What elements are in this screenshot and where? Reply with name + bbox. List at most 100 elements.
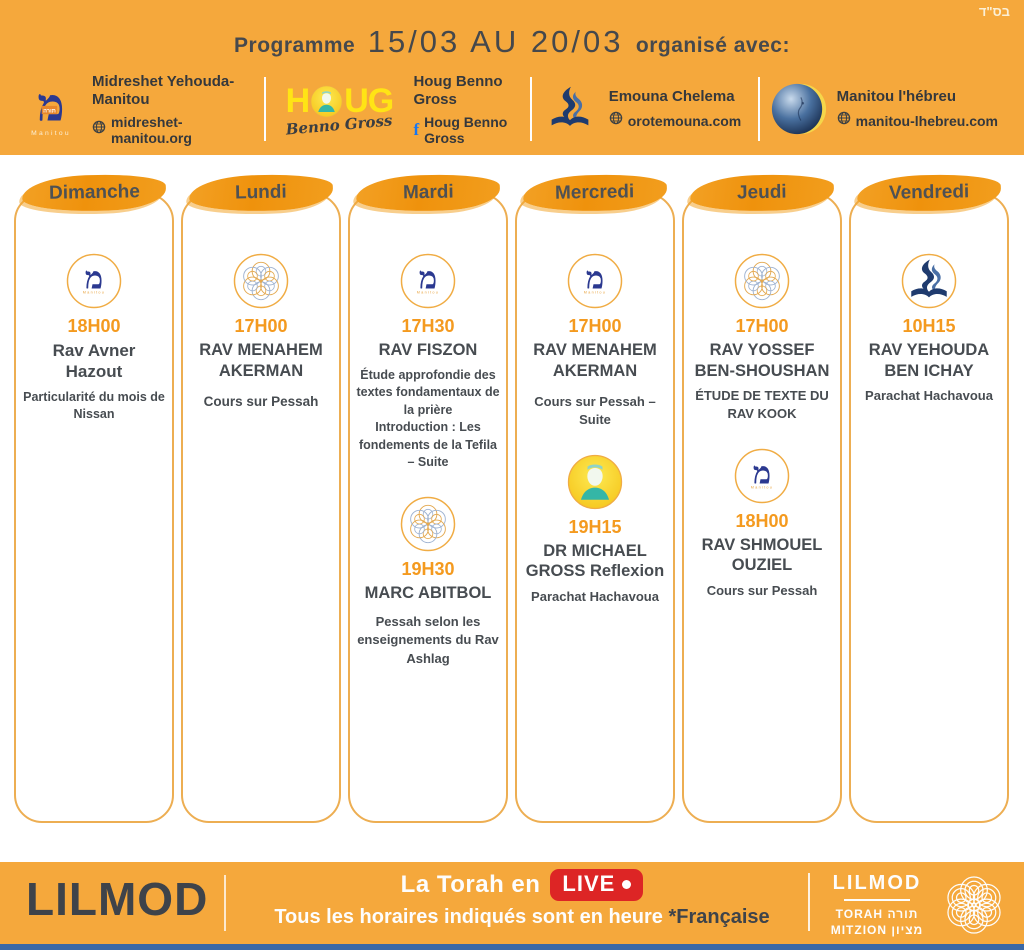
partner-emouna: Emouna Chelema orotemouna.com xyxy=(541,78,749,140)
svg-text:Manitou: Manitou xyxy=(417,291,439,295)
footer-center: La Torah en LIVE Tous les horaires indiq… xyxy=(244,869,800,929)
flower-of-life-icon xyxy=(936,867,1012,943)
event-speaker: RAV MENAHEM AKERMAN xyxy=(199,341,323,380)
title-prefix: Programme xyxy=(234,34,356,57)
note-white: Tous les horaires indiqués sont en heure xyxy=(274,906,669,928)
event-speaker: MARC ABITBOL xyxy=(364,583,492,602)
day-card: מ יהודה Manitou 18H00 Rav Avner Hazout Pa… xyxy=(14,193,174,823)
flower-logo-icon xyxy=(400,496,456,552)
event-desc: Cours sur Pessah xyxy=(203,394,319,410)
lilmod-brand: LILMOD xyxy=(26,873,209,925)
event-item: 19H30 MARC ABITBOL Pessah selon les ense… xyxy=(356,496,500,668)
svg-text:יהודה: יהודה xyxy=(93,284,101,288)
event-item: 17H00 RAV MENAHEM AKERMAN Cours sur Pess… xyxy=(189,253,333,412)
footer-logo-line1: TORAH תורה xyxy=(835,906,919,921)
svg-text:Manitou: Manitou xyxy=(751,485,773,489)
day-column-mercredi: Mercredi מ יהודה Manitou 17H00 RAV MENAHE… xyxy=(515,172,675,823)
midreshet-logo-icon: מ יהודה Manitou xyxy=(400,253,456,309)
event-speaker: RAV SHMOUEL OUZIEL xyxy=(701,535,823,575)
event-item: 19H15 DR MICHAEL GROSS Reflexion Paracha… xyxy=(523,454,667,606)
event-item: מ יהודה Manitou 17H00 RAV MENAHEM AKERMAN… xyxy=(523,253,667,430)
svg-text:מ: מ xyxy=(753,455,771,491)
event-time: 19H30 xyxy=(401,558,455,579)
flower-logo-icon xyxy=(233,253,289,309)
event-item: מ יהודה Manitou 18H00 Rav Avner Hazout Pa… xyxy=(22,253,166,424)
day-card: מ יהודה Manitou 17H30 RAV FISZON Étude ap… xyxy=(348,193,508,823)
svg-text:תורה: תורה xyxy=(43,108,56,114)
manitou-sphere-icon xyxy=(769,80,827,138)
event-speaker: Rav Avner Hazout xyxy=(52,341,136,382)
event-time: 19H15 xyxy=(568,516,622,537)
svg-text:Manitou: Manitou xyxy=(83,291,105,295)
schedule-note: Tous les horaires indiqués sont en heure… xyxy=(244,906,800,929)
divider xyxy=(529,77,532,141)
event-item: מ יהודה Manitou 17H30 RAV FISZON Étude ap… xyxy=(356,253,500,472)
houg-letters-ug: UG xyxy=(344,82,394,120)
day-column-vendredi: Vendredi 10H15 RAV YEHOUDA BEN ICHAY Par… xyxy=(849,172,1009,823)
partner-name: Midreshet Yehouda-Manitou xyxy=(92,72,235,108)
event-desc: Cours sur Pessah – Suite xyxy=(534,394,656,428)
day-card: מ יהודה Manitou 17H00 RAV MENAHEM AKERMAN… xyxy=(515,193,675,823)
day-card: 17H00 RAV MENAHEM AKERMAN Cours sur Pess… xyxy=(181,193,341,823)
partner-manitou-hebreu: Manitou l'hébreu manitou-lhebreu.com xyxy=(769,80,1010,138)
globe-icon xyxy=(837,111,851,130)
note-dark: *Française xyxy=(668,906,770,928)
event-desc: Étude approfondie des textes fondamentau… xyxy=(356,367,500,470)
day-column-mardi: Mardi מ יהודה Manitou 17H30 RAV FISZON Ét… xyxy=(348,172,508,823)
emouna-logo-icon xyxy=(541,78,599,140)
event-desc: Parachat Hachavoua xyxy=(865,388,993,404)
event-desc: Parachat Hachavoua xyxy=(531,588,659,604)
emouna-logo-icon xyxy=(901,253,957,309)
divider xyxy=(264,77,267,141)
event-item: מ יהודה Manitou 18H00 RAV SHMOUEL OUZIEL … xyxy=(690,448,834,600)
bottom-blue-strip xyxy=(0,944,1024,950)
event-speaker: RAV MENAHEM AKERMAN xyxy=(533,341,657,380)
event-item: 10H15 RAV YEHOUDA BEN ICHAY Parachat Hac… xyxy=(857,253,1001,405)
day-label: Vendredi xyxy=(888,181,970,204)
partner-site: manitou-lhebreu.com xyxy=(855,112,999,129)
day-label: Mercredi xyxy=(555,181,635,204)
svg-text:Manitou: Manitou xyxy=(31,130,71,137)
globe-icon xyxy=(92,120,106,139)
event-time: 18H00 xyxy=(735,510,789,531)
tagline-text: La Torah en xyxy=(400,871,541,898)
day-label: Dimanche xyxy=(48,181,140,204)
midreshet-logo-icon: מ יהודה Manitou xyxy=(66,253,122,309)
day-card: 10H15 RAV YEHOUDA BEN ICHAY Parachat Hac… xyxy=(849,193,1009,823)
page-title: Programme 15/03 AU 20/03 organisé avec: xyxy=(0,24,1024,60)
event-time: 10H15 xyxy=(902,316,956,336)
partner-facebook: Houg Benno Gross xyxy=(424,113,508,146)
day-column-jeudi: Jeudi 17H00 RAV YOSSEF BEN-SHOUSHAN ÉTUD… xyxy=(682,172,842,823)
schedule-area: Dimanche מ יהודה Manitou 18H00 Rav Avner … xyxy=(0,155,1024,862)
partner-site: orotemouna.com xyxy=(627,112,742,129)
event-speaker: RAV YOSSEF BEN-SHOUSHAN xyxy=(694,341,830,380)
midreshet-logo-icon: מ תורה Manitou xyxy=(20,77,82,140)
footer-banner: LILMOD La Torah en LIVE Tous les horaire… xyxy=(0,862,1024,944)
partner-name: Manitou l'hébreu xyxy=(836,88,957,105)
live-dot-icon xyxy=(622,879,632,889)
event-speaker: RAV FISZON xyxy=(378,341,478,359)
flower-logo-icon xyxy=(734,253,790,309)
day-label: Mardi xyxy=(402,181,454,204)
midreshet-logo-icon: מ יהודה Manitou xyxy=(734,448,790,504)
svg-text:מ: מ xyxy=(419,260,437,296)
divider xyxy=(224,875,226,931)
divider xyxy=(844,898,910,901)
svg-text:מ: מ xyxy=(586,260,604,296)
footer-logo-line2: MITZION מציון xyxy=(830,923,924,937)
svg-text:מ: מ xyxy=(85,260,103,296)
divider xyxy=(808,873,810,931)
event-time: 18H00 xyxy=(67,316,121,336)
houg-portrait-icon xyxy=(310,84,343,118)
live-badge: LIVE xyxy=(550,869,644,901)
event-item: 17H00 RAV YOSSEF BEN-SHOUSHAN ÉTUDE DE T… xyxy=(690,253,834,424)
event-desc: Particularité du mois de Nissan xyxy=(23,389,165,422)
portrait-logo-icon xyxy=(567,454,623,510)
bsd-text: בס"ד xyxy=(978,4,1010,19)
partner-midreshet: מ תורה Manitou Midreshet Yehouda-Manitou… xyxy=(20,73,255,146)
live-label: LIVE xyxy=(562,871,616,896)
partner-name: Houg Benno Gross xyxy=(413,72,503,108)
partner-site: midreshet-manitou.org xyxy=(111,113,192,146)
partner-logos-row: מ תורה Manitou Midreshet Yehouda-Manitou… xyxy=(20,70,1010,148)
